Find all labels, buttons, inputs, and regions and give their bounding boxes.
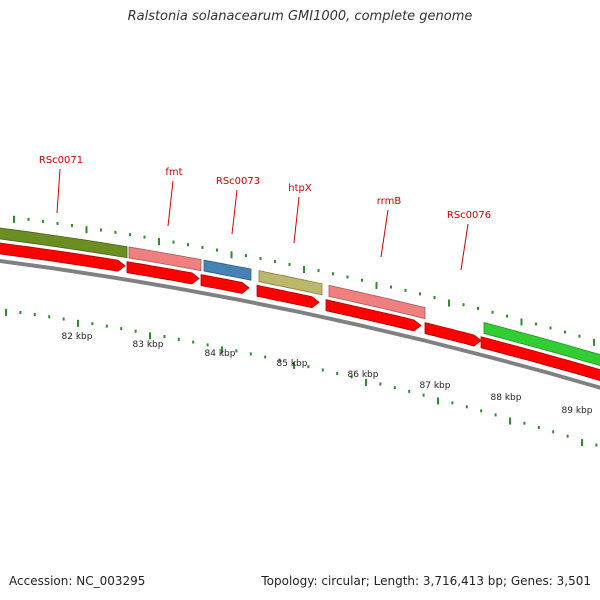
gene-callouts: RSc0071 fmt RSc0073 htpX rrmB RSc0076 — [39, 155, 491, 271]
gene-label: RSc0076 — [447, 210, 491, 221]
cds-arrow — [256, 284, 320, 309]
scale-tick-row — [5, 308, 598, 447]
scale-label: 85 kbp — [277, 359, 308, 369]
outer-tick-row — [13, 215, 595, 346]
gene-label: RSc0073 — [216, 176, 260, 187]
accession-text: Accession: NC_003295 — [9, 574, 146, 588]
gene-label: htpX — [288, 183, 312, 194]
scale-label: 89 kbp — [562, 406, 593, 416]
gene-label: RSc0071 — [39, 155, 83, 166]
gene-block — [128, 246, 202, 272]
gene-label: rrmB — [377, 196, 402, 207]
backbone — [0, 259, 600, 390]
scale-label: 87 kbp — [420, 381, 451, 391]
gene-block — [483, 321, 600, 366]
scale-labels: 82 kbp 83 kbp 84 kbp 85 kbp 86 kbp 87 kbp 88 k… — [62, 332, 593, 416]
backbone-line — [0, 259, 600, 390]
scale-label: 88 kbp — [491, 393, 522, 403]
scale-label: 83 kbp — [133, 340, 164, 350]
cds-arrow — [480, 336, 600, 382]
callout-line — [293, 196, 300, 244]
map-title: Ralstonia solanacearum GMI1000, complete… — [127, 9, 473, 24]
scale-label: 82 kbp — [62, 332, 93, 342]
gene-block — [258, 270, 323, 296]
cds-arrow — [424, 322, 482, 347]
callout-line — [231, 189, 238, 235]
cds-arrow — [200, 274, 250, 294]
cds-arrow — [126, 261, 200, 285]
cds-arrow — [0, 242, 126, 272]
gene-block — [203, 259, 252, 281]
scale-label: 84 kbp — [205, 349, 236, 359]
cds-feature-row — [0, 242, 600, 382]
callout-line — [460, 223, 469, 271]
cds-arrow — [325, 299, 422, 332]
genome-summary-text: Topology: circular; Length: 3,716,413 bp… — [261, 574, 591, 588]
callout-line — [380, 209, 389, 258]
gene-block — [328, 284, 426, 320]
gene-block — [0, 227, 128, 259]
callout-line — [167, 180, 174, 227]
gene-feature-row — [0, 227, 600, 366]
callout-line — [56, 168, 61, 214]
gene-label: fmt — [165, 167, 182, 178]
scale-label: 86 kbp — [348, 370, 379, 380]
